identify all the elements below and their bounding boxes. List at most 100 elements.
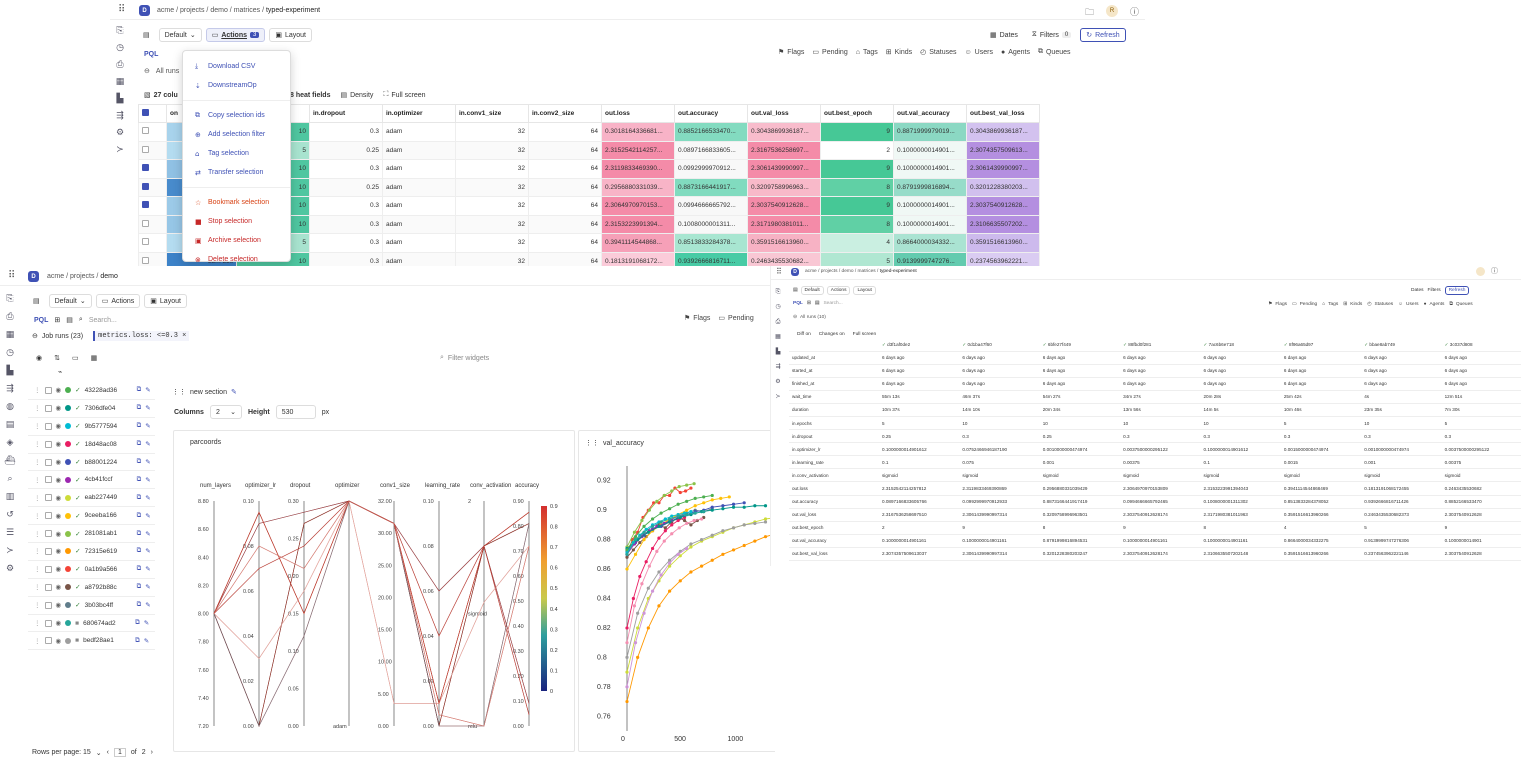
sidebar-toggle-icon[interactable]: ▤ (793, 288, 798, 293)
avatar[interactable] (1476, 267, 1485, 276)
data-point[interactable] (763, 535, 768, 539)
data-point[interactable] (663, 529, 667, 533)
row-checkbox[interactable] (142, 256, 149, 264)
data-point[interactable] (731, 526, 736, 530)
data-point[interactable] (699, 517, 704, 521)
chip-users[interactable]: ☺ Users (965, 49, 993, 56)
data-point[interactable] (710, 558, 714, 562)
data-point[interactable] (647, 508, 651, 512)
pql-label[interactable]: PQL (34, 316, 49, 324)
data-point[interactable] (642, 611, 646, 615)
run-id[interactable]: 9b5777594 (84, 422, 118, 430)
compare-icon[interactable]: ▭ (71, 355, 79, 362)
search-icon[interactable]: ⌕ (7, 474, 13, 484)
data-point[interactable] (633, 552, 638, 556)
avatar[interactable]: R (1106, 5, 1118, 17)
menu-item-download-csv[interactable]: ⤓ Download CSV (183, 57, 290, 76)
changes-on-toggle[interactable]: Changes on (818, 332, 845, 337)
pin-icon[interactable]: ⌁ (58, 369, 63, 376)
runs-icon[interactable]: ⎘ (6, 294, 14, 304)
chip-kinds[interactable]: ⊞ Kinds (1343, 302, 1362, 307)
data-point[interactable] (638, 574, 642, 579)
run-row[interactable]: ⋮ ◉ ■ 680674ad2 ⧉ ✎ (28, 615, 155, 633)
org-logo[interactable]: D (791, 268, 799, 276)
run-id[interactable]: b88001224 (84, 458, 118, 466)
data-point[interactable] (693, 496, 697, 500)
data-point[interactable] (625, 641, 629, 645)
search-input[interactable]: Search... (823, 301, 843, 306)
drag-handle-icon[interactable]: ⋮ (34, 620, 41, 628)
edit-icon[interactable]: ✎ (145, 459, 151, 466)
star-icon[interactable]: ⊞ (806, 301, 811, 306)
compare-column-id[interactable]: 3c037d808 (1449, 342, 1473, 348)
drag-handle-icon[interactable]: ⋮ (34, 441, 41, 449)
breadcrumb-item[interactable]: acme (47, 273, 65, 280)
eye-icon[interactable]: ◉ (55, 494, 62, 502)
data-point[interactable] (699, 538, 704, 542)
breadcrumb-item[interactable]: typed-experiment (879, 269, 917, 274)
data-point[interactable] (692, 482, 696, 486)
eye-icon[interactable]: ◉ (55, 387, 62, 395)
cube-icon[interactable]: ◈ (6, 438, 14, 448)
data-point[interactable] (638, 533, 642, 537)
data-point[interactable] (742, 523, 746, 527)
data-point[interactable] (699, 564, 704, 568)
eye-icon[interactable]: ◉ (55, 637, 62, 645)
data-point[interactable] (689, 510, 693, 514)
data-point[interactable] (710, 498, 714, 502)
run-row[interactable]: ⋮ ◉ ✓ 18d48ac08 ⧉ ✎ (28, 436, 155, 454)
data-point[interactable] (702, 501, 706, 505)
table-icon[interactable]: ▦ (5, 330, 15, 340)
compare-column-header[interactable]: ✓ 6bfe27f449 (1039, 340, 1121, 352)
table-row[interactable]: 23m 35s100.3adam32640.1813191068172...0.… (138, 251, 1040, 266)
chip-pending[interactable]: ▭ Pending (1292, 302, 1317, 307)
run-checkbox[interactable] (44, 637, 52, 645)
run-row[interactable]: ⋮ ◉ ✓ a8792b88c ⧉ ✎ (28, 579, 155, 597)
edit-icon[interactable]: ✎ (145, 512, 151, 520)
drag-handle-icon[interactable]: ⋮ (34, 637, 41, 645)
eye-icon[interactable]: ◉ (55, 620, 62, 628)
chip-flags[interactable]: ⚑ Flags (1268, 302, 1287, 307)
data-point[interactable] (677, 526, 681, 530)
eye-icon[interactable]: ◉ (55, 602, 62, 610)
eye-icon[interactable]: ◉ (55, 441, 62, 449)
menu-item-add-selection-filter[interactable]: ⊕ Add selection filter (183, 125, 290, 144)
apps-grid-icon[interactable]: ⠿ (8, 270, 16, 281)
menu-item-copy-selection-ids[interactable]: ⧉ Copy selection ids (183, 106, 290, 125)
menu-item-delete-selection[interactable]: ⊗ Delete selection (183, 250, 290, 266)
compare-column-id[interactable]: bbae8ab749 (1369, 342, 1395, 348)
row-select-cell[interactable] (138, 122, 167, 142)
data-point[interactable] (702, 495, 706, 499)
breadcrumb-item[interactable]: acme (157, 7, 175, 14)
column-header[interactable]: in.dropout (309, 104, 383, 123)
sidebar-toggle-icon[interactable]: ▤ (28, 294, 45, 308)
run-row[interactable]: ⋮ ◉ ✓ 7306dfe04 ⧉ ✎ (28, 400, 155, 418)
pql-label[interactable]: PQL (144, 50, 159, 58)
sort-icon[interactable]: ⇅ (54, 355, 60, 362)
data-point[interactable] (693, 511, 697, 515)
list-icon[interactable]: ☰ (5, 528, 15, 538)
run-id[interactable]: 0a1b9a566 (84, 565, 118, 573)
org-logo[interactable]: D (139, 5, 150, 16)
menu-item-transfer-selection[interactable]: ⇄ Transfer selection (183, 163, 290, 182)
edit-icon[interactable]: ✎ (145, 548, 151, 556)
data-point[interactable] (663, 526, 667, 530)
apps-grid-icon[interactable]: ⠿ (776, 267, 782, 276)
run-id[interactable]: 3b03bc4ff (84, 601, 114, 609)
run-id[interactable]: a8792b88c (84, 583, 117, 591)
data-point[interactable] (731, 548, 736, 552)
row-select-cell[interactable] (138, 177, 167, 197)
dataset-icon[interactable]: ▥ (5, 492, 15, 502)
runs-icon[interactable]: ⎘ (116, 26, 124, 36)
data-point[interactable] (668, 589, 672, 593)
run-id[interactable]: bedf28ae1 (83, 637, 114, 645)
data-point[interactable] (646, 530, 650, 534)
list-icon[interactable]: ▤ (66, 317, 73, 324)
breadcrumb-item[interactable]: matrices (857, 269, 876, 274)
data-point[interactable] (682, 518, 687, 523)
table-icon[interactable]: ▦ (775, 333, 781, 340)
drag-handle-icon[interactable]: ⋮ (34, 387, 41, 395)
row-checkbox[interactable] (142, 164, 149, 172)
series-line[interactable] (625, 520, 768, 659)
eye-icon[interactable]: ◉ (55, 530, 62, 538)
